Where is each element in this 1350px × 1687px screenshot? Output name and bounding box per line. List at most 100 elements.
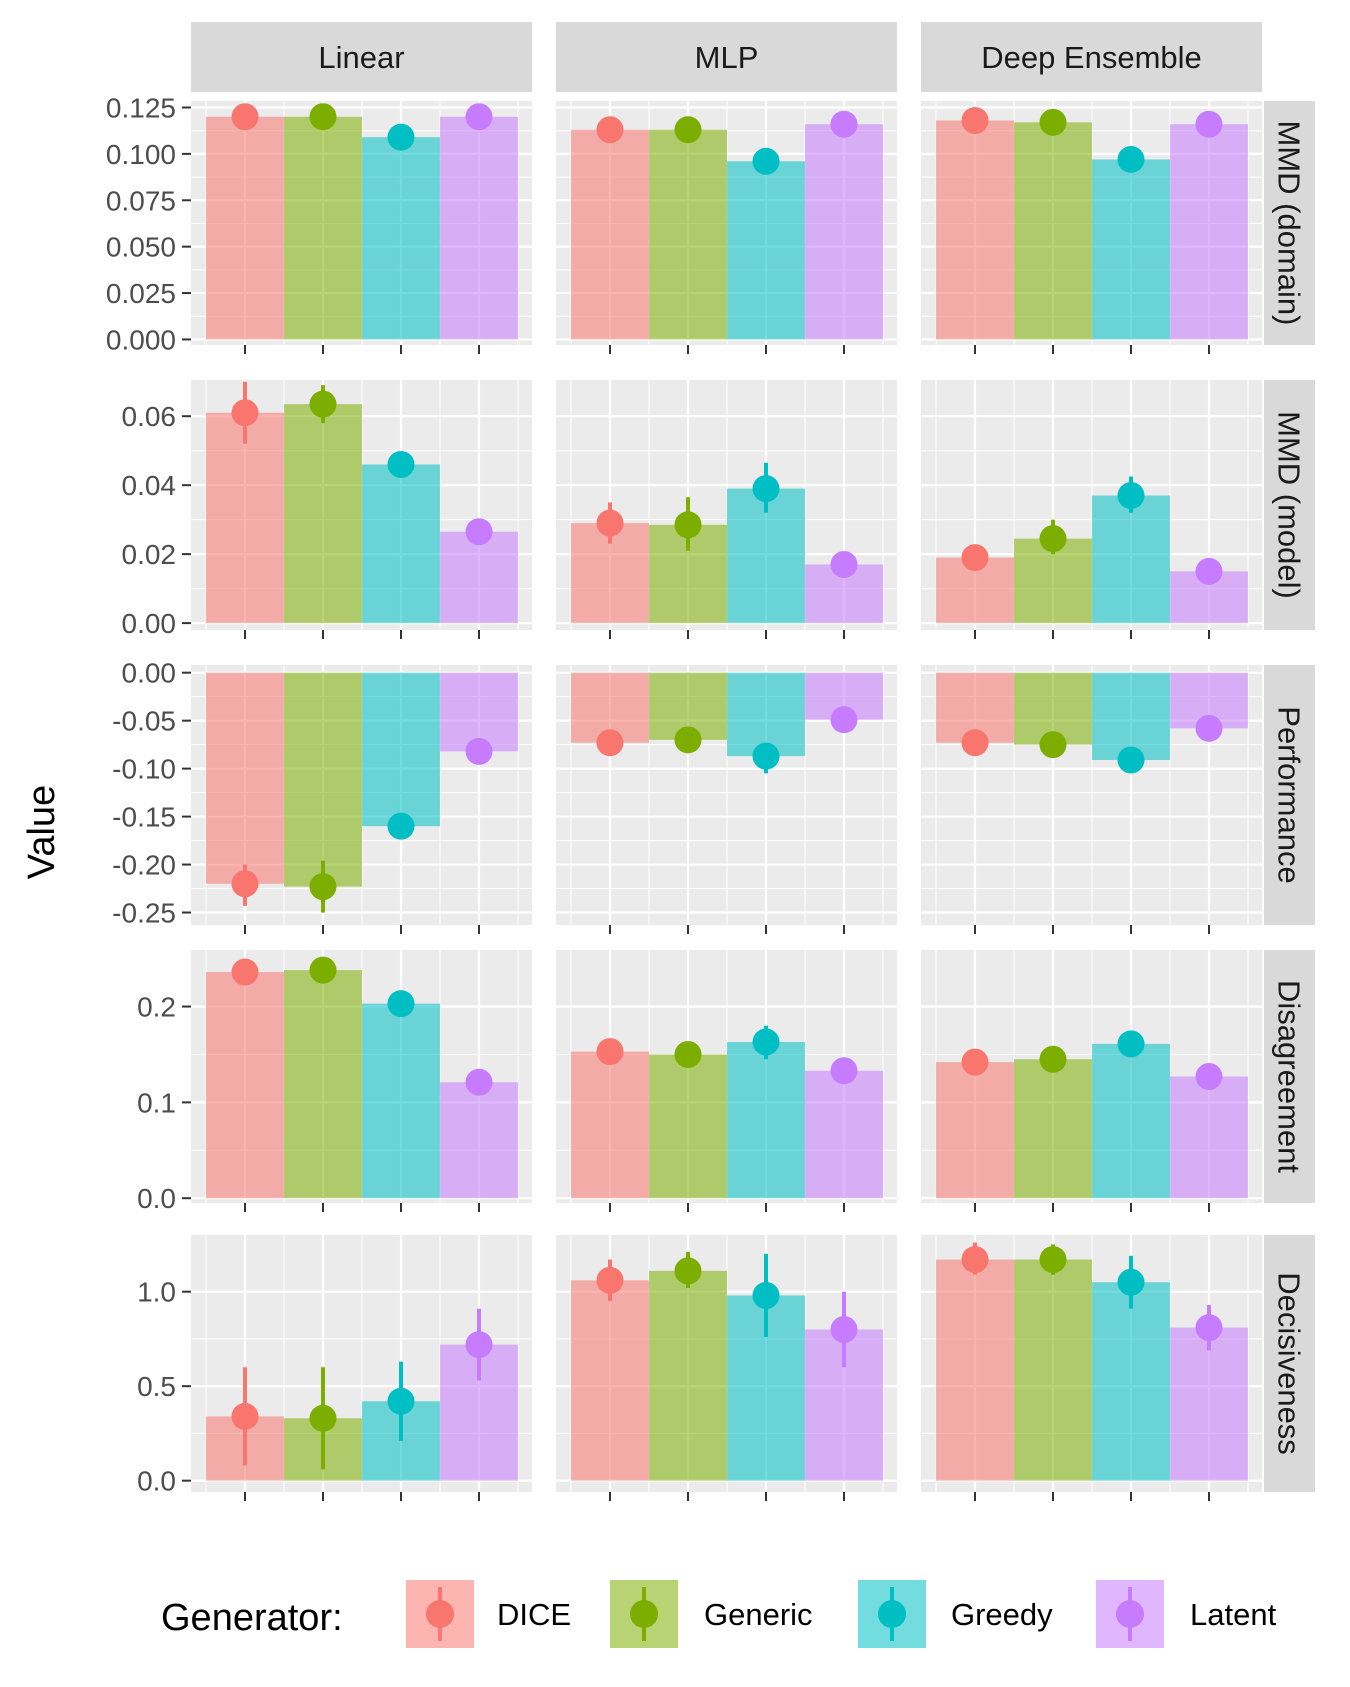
legend-label: Latent	[1190, 1597, 1277, 1632]
point-dice	[961, 729, 989, 757]
point-latent	[830, 1315, 858, 1343]
legend-key-point	[630, 1600, 658, 1628]
point-latent	[1195, 1314, 1223, 1342]
column-strip-bg	[921, 22, 1262, 92]
bar-greedy	[727, 161, 805, 340]
bar-latent	[440, 531, 518, 624]
bar-dice	[936, 120, 1014, 340]
point-generic	[309, 103, 337, 131]
panel-2-1	[556, 665, 897, 925]
point-greedy	[752, 1281, 780, 1309]
row-strip: MMD (model)	[1264, 380, 1315, 630]
y-tick-label: 0.1	[137, 1087, 176, 1118]
legend-item-greedy: Greedy	[858, 1580, 1053, 1648]
point-latent	[830, 110, 858, 138]
legend-label: DICE	[497, 1597, 571, 1632]
point-greedy	[1117, 482, 1145, 510]
point-latent	[465, 103, 493, 131]
y-tick-label: 1.0	[137, 1277, 176, 1308]
legend-item-dice: DICE	[406, 1580, 571, 1648]
bar-dice	[936, 1062, 1014, 1199]
point-dice	[596, 509, 624, 537]
point-greedy	[387, 990, 415, 1018]
point-greedy	[1117, 746, 1145, 774]
bar-greedy	[1092, 1282, 1170, 1481]
panel-1-0	[191, 380, 532, 630]
bar-dice	[206, 672, 284, 884]
bar-generic	[284, 970, 362, 1199]
legend-item-generic: Generic	[610, 1580, 813, 1648]
row-strip: Decisiveness	[1264, 1235, 1315, 1492]
point-greedy	[387, 812, 415, 840]
point-greedy	[752, 742, 780, 770]
row-strip-bg	[1264, 380, 1315, 630]
y-tick-label: 0.04	[122, 470, 177, 501]
y-tick-label: 0.5	[137, 1371, 176, 1402]
y-tick-label: 0.2	[137, 992, 176, 1023]
point-generic	[309, 1404, 337, 1432]
point-latent	[830, 550, 858, 578]
panel-3-2	[921, 950, 1262, 1203]
point-dice	[596, 1266, 624, 1294]
panel-0-1	[556, 101, 897, 345]
point-greedy	[1117, 145, 1145, 173]
legend-key-point	[426, 1600, 454, 1628]
bar-generic	[284, 672, 362, 887]
bar-latent	[805, 1070, 883, 1199]
bar-greedy	[727, 1042, 805, 1199]
point-dice	[596, 116, 624, 144]
legend-title: Generator:	[161, 1597, 343, 1639]
row-strip: Performance	[1264, 665, 1315, 925]
bar-greedy	[362, 464, 440, 624]
row-strip-bg	[1264, 1235, 1315, 1492]
row-strip-label: Disagreement	[1272, 980, 1307, 1173]
point-greedy	[387, 450, 415, 478]
point-dice	[231, 1402, 259, 1430]
point-generic	[309, 873, 337, 901]
bar-latent	[805, 124, 883, 340]
bar-greedy	[362, 137, 440, 340]
panel-3-1	[556, 950, 897, 1203]
bar-greedy	[1092, 672, 1170, 760]
point-greedy	[752, 1028, 780, 1056]
point-latent	[1195, 1063, 1223, 1090]
bar-latent	[440, 116, 518, 340]
row-strip: Disagreement	[1264, 950, 1315, 1203]
point-generic	[1039, 731, 1067, 759]
bar-generic	[284, 116, 362, 340]
panel-2-0	[191, 665, 532, 925]
point-generic	[674, 1257, 702, 1285]
bar-generic	[649, 1270, 727, 1481]
y-tick-label: 0.000	[106, 324, 176, 355]
bar-latent	[440, 1082, 518, 1199]
column-strip-label: Linear	[318, 40, 404, 75]
point-latent	[1195, 557, 1223, 585]
point-generic	[1039, 1246, 1067, 1274]
panel-0-2	[921, 101, 1262, 345]
point-dice	[231, 399, 259, 427]
column-strip-label: MLP	[695, 40, 759, 75]
bar-dice	[571, 1051, 649, 1199]
point-latent	[830, 706, 858, 734]
point-dice	[231, 870, 259, 898]
panel-1-1	[556, 380, 897, 630]
point-dice	[596, 729, 624, 757]
bar-dice	[206, 412, 284, 624]
y-tick-label: 0.06	[122, 401, 177, 432]
bar-dice	[936, 1259, 1014, 1481]
column-strip-bg	[191, 22, 532, 92]
legend-key-point	[878, 1600, 906, 1628]
panel-4-1	[556, 1235, 897, 1492]
point-dice	[596, 1038, 624, 1066]
legend-label: Greedy	[951, 1597, 1053, 1632]
legend-label: Generic	[704, 1597, 813, 1632]
bar-generic	[284, 404, 362, 624]
point-generic	[1039, 1045, 1067, 1073]
point-latent	[465, 1068, 493, 1096]
point-generic	[1039, 108, 1067, 136]
y-tick-label: 0.100	[106, 139, 176, 170]
y-tick-label: -0.10	[112, 754, 176, 785]
y-tick-label: -0.15	[112, 802, 176, 833]
bar-greedy	[1092, 159, 1170, 340]
